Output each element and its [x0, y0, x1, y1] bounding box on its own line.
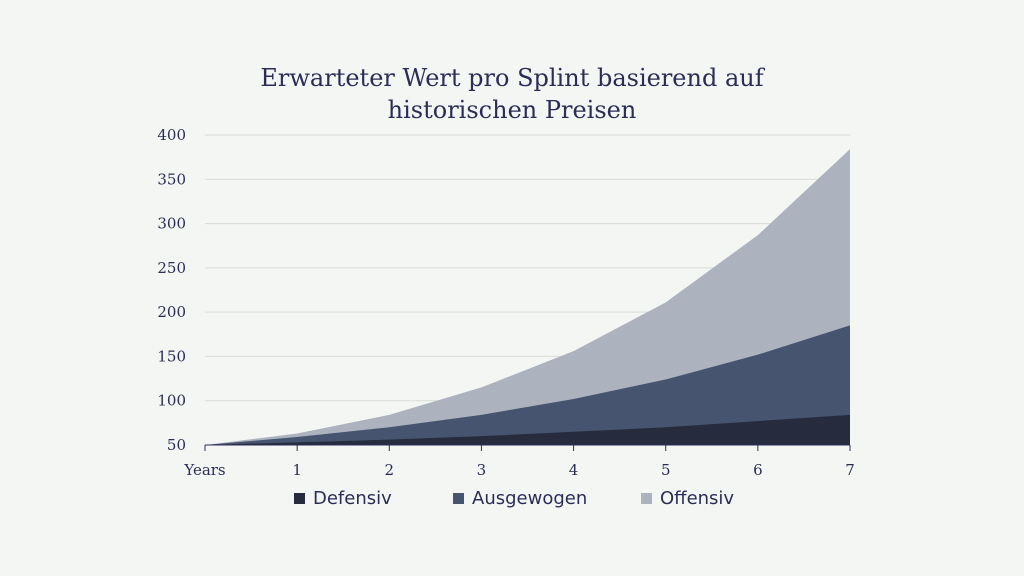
series-area-offensiv: [205, 149, 850, 445]
axes: 50 100 150 200 250 300 350 400 Years 1 2 3 4 5 6 7: [157, 126, 854, 479]
legend-label-defensiv: Defensiv: [313, 488, 392, 509]
x-tick-label-5: 5: [661, 461, 671, 479]
x-tick-label-0: Years: [183, 461, 225, 479]
legend-item-offensiv: Offensiv: [641, 488, 734, 509]
legend: Defensiv Ausgewogen Offensiv: [0, 488, 1024, 512]
y-tick-label-150: 150: [157, 347, 186, 365]
series-area-ausgewogen: [205, 325, 850, 445]
x-tick-label-7: 7: [845, 461, 855, 479]
legend-label-ausgewogen: Ausgewogen: [472, 488, 588, 509]
legend-swatch-ausgewogen: [453, 493, 464, 504]
chart-title-line-1: Erwarteter Wert pro Splint basierend auf: [260, 64, 764, 92]
y-tick-label-50: 50: [167, 436, 186, 454]
x-tick-label-2: 2: [385, 461, 395, 479]
x-tick-label-1: 1: [292, 461, 302, 479]
y-tick-label-250: 250: [157, 259, 186, 277]
legend-swatch-defensiv: [294, 493, 305, 504]
legend-item-defensiv: Defensiv: [294, 488, 392, 509]
legend-item-ausgewogen: Ausgewogen: [453, 488, 587, 509]
x-tick-label-3: 3: [477, 461, 487, 479]
series-areas: [205, 149, 850, 445]
x-tick-label-6: 6: [753, 461, 763, 479]
x-tick-label-4: 4: [569, 461, 579, 479]
y-tick-label-300: 300: [157, 215, 186, 233]
y-tick-label-200: 200: [157, 303, 186, 321]
chart-title: Erwarteter Wert pro Splint basierend auf…: [0, 62, 1024, 126]
y-tick-label-350: 350: [157, 170, 186, 188]
chart-title-line-2: historischen Preisen: [387, 96, 637, 124]
series-area-defensiv: [205, 414, 850, 445]
legend-label-offensiv: Offensiv: [660, 488, 735, 509]
y-tick-label-100: 100: [157, 392, 186, 410]
y-tick-label-400: 400: [157, 126, 186, 144]
legend-swatch-offensiv: [641, 493, 652, 504]
